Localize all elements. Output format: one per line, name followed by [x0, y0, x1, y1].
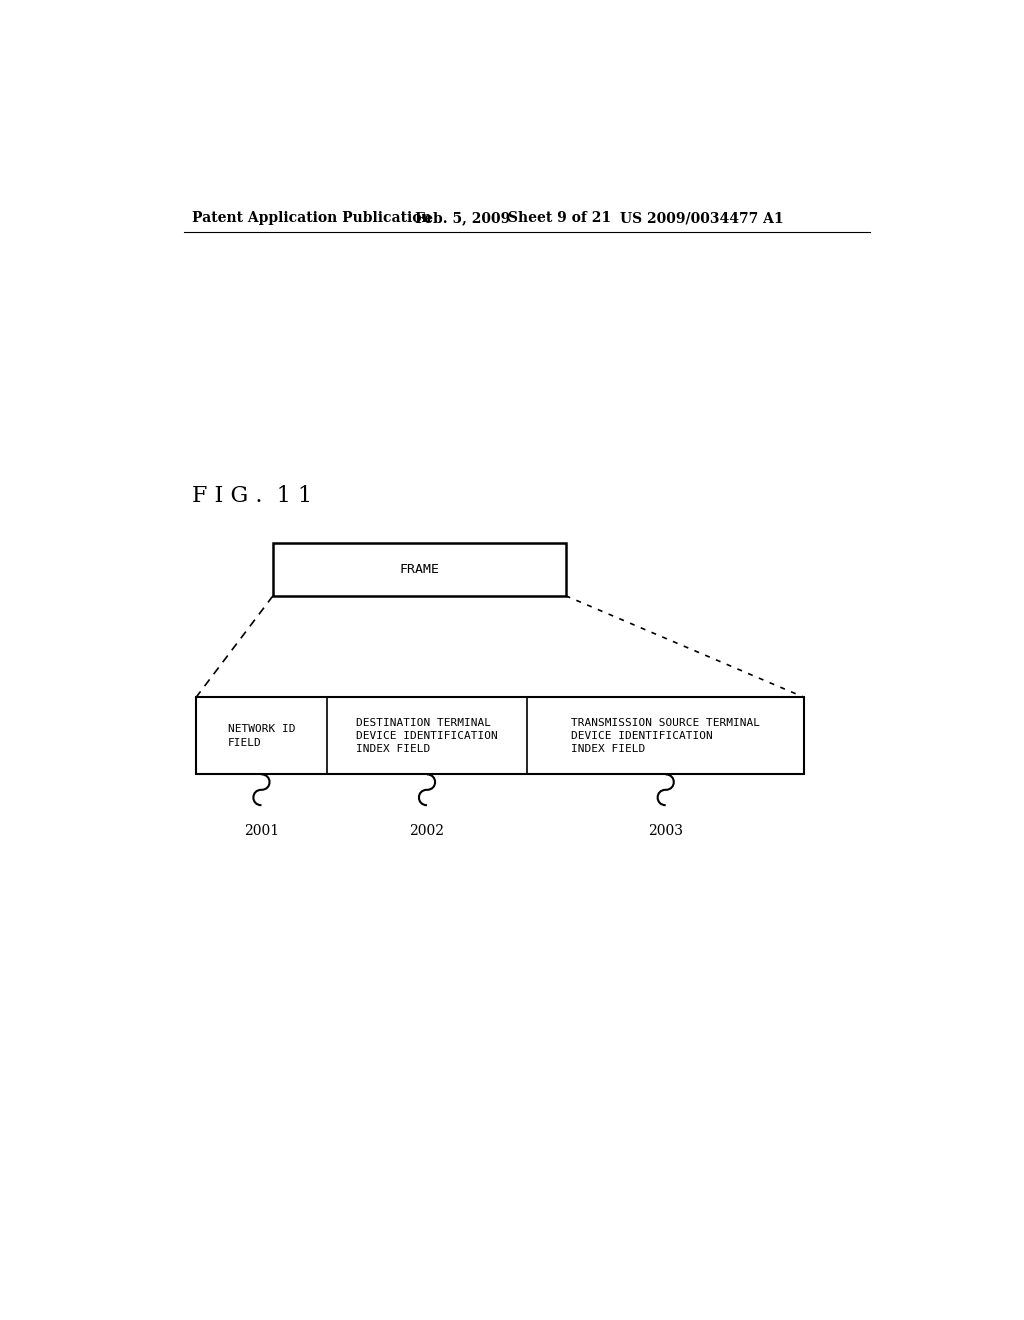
- Text: Feb. 5, 2009: Feb. 5, 2009: [416, 211, 511, 226]
- Text: US 2009/0034477 A1: US 2009/0034477 A1: [620, 211, 783, 226]
- Text: 2002: 2002: [410, 824, 444, 838]
- Text: 2003: 2003: [648, 824, 683, 838]
- Text: 2001: 2001: [244, 824, 279, 838]
- Bar: [196, 697, 804, 775]
- Text: NETWORK ID
FIELD: NETWORK ID FIELD: [227, 725, 295, 747]
- Text: Patent Application Publication: Patent Application Publication: [193, 211, 432, 226]
- Text: Sheet 9 of 21: Sheet 9 of 21: [508, 211, 611, 226]
- Text: FRAME: FRAME: [399, 564, 439, 576]
- Bar: [273, 544, 565, 595]
- Text: TRANSMISSION SOURCE TERMINAL
DEVICE IDENTIFICATION
INDEX FIELD: TRANSMISSION SOURCE TERMINAL DEVICE IDEN…: [571, 718, 760, 754]
- Text: DESTINATION TERMINAL
DEVICE IDENTIFICATION
INDEX FIELD: DESTINATION TERMINAL DEVICE IDENTIFICATI…: [356, 718, 498, 754]
- Text: F I G .  1 1: F I G . 1 1: [193, 484, 312, 507]
